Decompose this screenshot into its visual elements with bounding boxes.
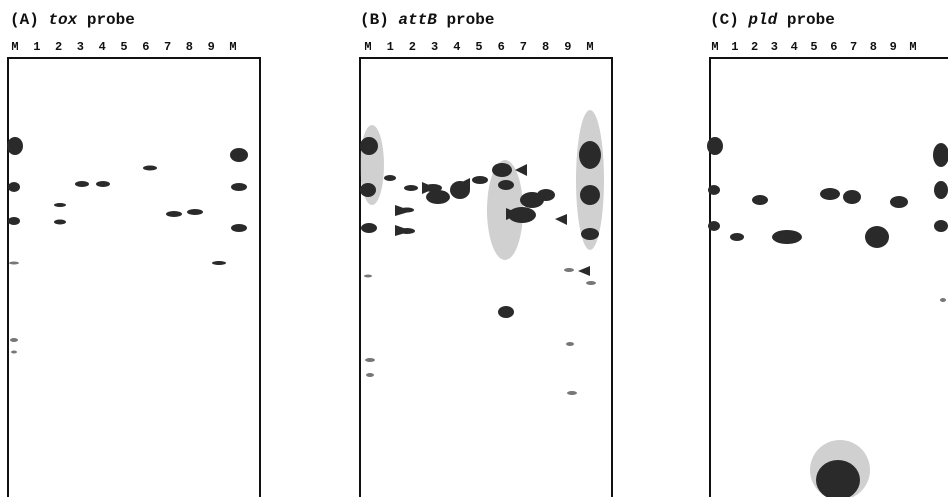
lane-label: 4 [453,40,460,54]
panel-title: (C) pld probe [710,11,835,29]
panel-label: (C) [710,11,739,29]
probe-name: tox [48,11,77,29]
lane-label: 5 [475,40,482,54]
blot-frame [359,57,613,497]
lane-label: 9 [208,40,215,54]
lane-label: 9 [564,40,571,54]
lane-label: 6 [142,40,149,54]
lane-label: 6 [830,40,837,54]
lane-label: 9 [890,40,897,54]
lane-label: 2 [55,40,62,54]
lane-label: 3 [431,40,438,54]
panel-label: (B) [360,11,389,29]
panel-title: (A) tox probe [10,11,135,29]
lane-label: 7 [850,40,857,54]
lane-label: 2 [409,40,416,54]
lane-label: 2 [751,40,758,54]
lane-label: 1 [33,40,40,54]
probe-name: attB [398,11,437,29]
lane-label: 3 [77,40,84,54]
lane-label: 8 [542,40,549,54]
lane-label: 8 [186,40,193,54]
probe-name: pld [747,11,777,29]
lane-label: 5 [810,40,817,54]
lane-label: M [11,40,18,54]
panel-title: (B) attB probe [360,11,494,29]
probe-suffix: probe [446,11,494,29]
lane-label: 7 [164,40,171,54]
lane-label: 5 [120,40,127,54]
lane-label: 7 [520,40,527,54]
lane-label: 1 [731,40,738,54]
bands-c [707,137,948,497]
lane-label: 4 [791,40,798,54]
bands-a [7,137,248,354]
probe-suffix: probe [87,11,135,29]
blot-frame [7,57,261,497]
panel-label: (A) [10,11,39,29]
lane-label: M [229,40,236,54]
lane-label: 4 [99,40,106,54]
lane-label: 8 [870,40,877,54]
lane-label: M [364,40,371,54]
blot-frame [709,57,948,497]
lane-label: M [909,40,916,54]
lane-label: 3 [771,40,778,54]
lane-label: M [711,40,718,54]
lane-label: 6 [498,40,505,54]
lane-label: M [586,40,593,54]
lane-label: 1 [387,40,394,54]
bands-b [360,110,604,395]
probe-suffix: probe [787,11,835,29]
